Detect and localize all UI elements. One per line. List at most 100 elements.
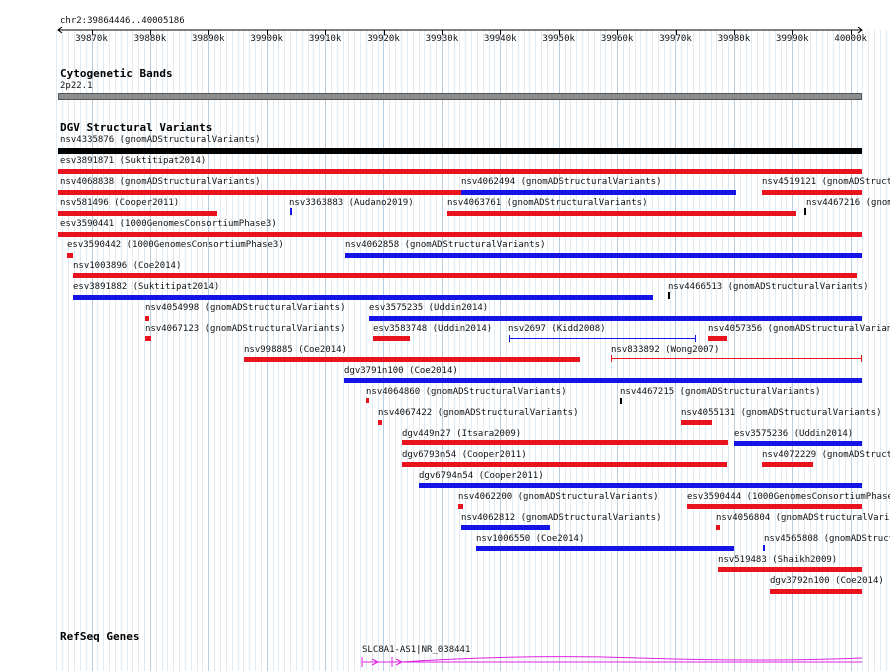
- sv-feature-label[interactable]: nsv4062812 (gnomADStructuralVariants): [461, 513, 662, 523]
- sv-feature-label[interactable]: esv3590441 (1000GenomesConsortiumPhase3): [60, 219, 277, 229]
- sv-feature-label[interactable]: nsv4335876 (gnomADStructuralVariants): [60, 135, 261, 145]
- sv-feature-label[interactable]: dgv449n27 (Itsara2009): [402, 429, 522, 439]
- sv-feature-label[interactable]: nsv833892 (Wong2007): [611, 345, 720, 355]
- sv-feature-label[interactable]: nsv4565808 (gnomADStructuralVariants): [764, 534, 890, 544]
- sv-feature-bar-loss[interactable]: [58, 169, 862, 174]
- sv-feature-bar-loss[interactable]: [378, 420, 382, 425]
- sv-feature-label[interactable]: nsv4063761 (gnomADStructuralVariants): [447, 198, 648, 208]
- sv-feature-bar-loss[interactable]: [770, 589, 862, 594]
- minor-grid-line: [132, 30, 133, 671]
- sv-feature-label[interactable]: nsv4072229 (gnomADStructuralVariants): [762, 450, 890, 460]
- sv-feature-bar-loss[interactable]: [373, 336, 410, 341]
- sv-feature-label[interactable]: dgv3791n100 (Coe2014): [344, 366, 458, 376]
- ruler-track[interactable]: 39870k 39880k 39890k 39900k 39910k 39920k 3993…: [0, 26, 890, 46]
- sv-feature-bar-complex[interactable]: [804, 208, 806, 215]
- sv-feature-label[interactable]: nsv4519121 (gnomADStructuralVariants): [762, 177, 890, 187]
- sv-feature-bar-loss[interactable]: [716, 525, 720, 530]
- cytoband-bar[interactable]: [58, 93, 862, 100]
- sv-feature-label[interactable]: nsv4062200 (gnomADStructuralVariants): [458, 492, 659, 502]
- sv-feature-label[interactable]: esv3590444 (1000GenomesConsortiumPhase3): [687, 492, 890, 502]
- sv-feature-bar-gain[interactable]: [73, 295, 653, 300]
- sv-feature-label[interactable]: nsv4057356 (gnomADStructuralVariants): [708, 324, 890, 334]
- sv-feature-bar-gain[interactable]: [509, 338, 696, 339]
- sv-feature-bar-loss[interactable]: [447, 211, 796, 216]
- sv-feature-bar-loss[interactable]: [718, 567, 862, 572]
- sv-feature-bar-complex[interactable]: [668, 292, 670, 299]
- sv-feature-bar-loss[interactable]: [458, 504, 463, 509]
- sv-feature-label[interactable]: esv3891882 (Suktitipat2014): [73, 282, 220, 292]
- sv-feature-bar-loss[interactable]: [145, 336, 151, 341]
- sv-feature-label[interactable]: nsv998885 (Coe2014): [244, 345, 347, 355]
- sv-feature-bar-loss[interactable]: [58, 190, 461, 195]
- minor-grid-line: [331, 30, 332, 671]
- sv-feature-label[interactable]: nsv581496 (Cooper2011): [60, 198, 180, 208]
- ruler-tick-label: 39900k: [250, 34, 283, 44]
- sv-feature-label[interactable]: dgv3792n100 (Coe2014): [770, 576, 884, 586]
- sv-feature-bar-gain[interactable]: [369, 316, 862, 321]
- sv-feature-bar-gain[interactable]: [734, 441, 862, 446]
- sv-feature-label[interactable]: nsv4055131 (gnomADStructuralVariants): [681, 408, 882, 418]
- sv-feature-bar-loss[interactable]: [762, 462, 813, 467]
- sv-feature-bar-loss[interactable]: [687, 504, 862, 509]
- sv-feature-label[interactable]: esv3590442 (1000GenomesConsortiumPhase3): [67, 240, 284, 250]
- sv-feature-bar-loss[interactable]: [708, 336, 727, 341]
- sv-feature-bar-gain[interactable]: [763, 545, 765, 551]
- sv-feature-bar-gain[interactable]: [344, 378, 862, 383]
- sv-feature-bar-loss[interactable]: [58, 232, 862, 237]
- major-grid-line: [208, 30, 209, 671]
- sv-feature-label[interactable]: nsv4062858 (gnomADStructuralVariants): [345, 240, 546, 250]
- sv-feature-label[interactable]: nsv4054998 (gnomADStructuralVariants): [145, 303, 346, 313]
- sv-feature-bar-loss[interactable]: [611, 358, 862, 359]
- sv-feature-label[interactable]: nsv4062494 (gnomADStructuralVariants): [461, 177, 662, 187]
- minor-grid-line: [424, 30, 425, 671]
- sv-feature-bar-loss[interactable]: [145, 316, 149, 321]
- sv-feature-label[interactable]: nsv4067422 (gnomADStructuralVariants): [378, 408, 579, 418]
- sv-feature-bar-loss[interactable]: [58, 211, 217, 216]
- minor-grid-line: [839, 30, 840, 671]
- sv-feature-bar-loss[interactable]: [244, 357, 580, 362]
- sv-feature-bar-gain[interactable]: [345, 253, 862, 258]
- sv-feature-label[interactable]: dgv6794n54 (Cooper2011): [419, 471, 544, 481]
- major-grid-line: [500, 30, 501, 671]
- sv-feature-label[interactable]: nsv4064860 (gnomADStructuralVariants): [366, 387, 567, 397]
- sv-feature-bar-loss[interactable]: [762, 190, 862, 195]
- minor-grid-line: [121, 30, 122, 671]
- sv-feature-bar-gain[interactable]: [461, 525, 550, 530]
- sv-feature-label[interactable]: esv3575235 (Uddin2014): [369, 303, 489, 313]
- sv-feature-label[interactable]: esv3583748 (Uddin2014): [373, 324, 493, 334]
- sv-feature-label[interactable]: nsv519483 (Shaikh2009): [718, 555, 838, 565]
- minor-grid-line: [226, 30, 227, 671]
- sv-feature-bar-loss[interactable]: [402, 462, 727, 467]
- sv-feature-label[interactable]: dgv6793n54 (Cooper2011): [402, 450, 527, 460]
- sv-feature-bar-gain[interactable]: [476, 546, 734, 551]
- sv-feature-label[interactable]: nsv1003896 (Coe2014): [73, 261, 182, 271]
- sv-feature-label[interactable]: esv3575236 (Uddin2014): [734, 429, 854, 439]
- sv-feature-bar-loss[interactable]: [366, 398, 369, 403]
- minor-grid-line: [138, 30, 139, 671]
- sv-feature-bar-loss[interactable]: [681, 420, 712, 425]
- sv-feature-bar-loss[interactable]: [73, 273, 857, 278]
- sv-feature-bar-loss[interactable]: [402, 440, 728, 445]
- sv-feature-label[interactable]: nsv4067123 (gnomADStructuralVariants): [145, 324, 346, 334]
- sv-feature-bar-loss[interactable]: [67, 253, 73, 258]
- sv-feature-label[interactable]: nsv1006550 (Coe2014): [476, 534, 585, 544]
- sv-feature-label[interactable]: nsv4068838 (gnomADStructuralVariants): [60, 177, 261, 187]
- sv-feature-label[interactable]: nsv4467215 (gnomADStructuralVariants): [620, 387, 821, 397]
- sv-feature-label[interactable]: nsv2697 (Kidd2008): [508, 324, 606, 334]
- sv-feature-bar-gain[interactable]: [290, 208, 292, 215]
- gene-label[interactable]: SLC8A1-AS1|NR_038441: [362, 645, 471, 655]
- sv-feature-label[interactable]: esv3891871 (Suktitipat2014): [60, 156, 207, 166]
- ruler-tick-mark: [150, 30, 151, 35]
- sv-feature-label[interactable]: nsv4466513 (gnomADStructuralVariants): [668, 282, 869, 292]
- sv-feature-label[interactable]: nsv4467216 (gnomADStructuralVariants): [806, 198, 890, 208]
- sv-feature-label[interactable]: nsv4056804 (gnomADStructuralVariants): [716, 513, 890, 523]
- sv-feature-bar-gain[interactable]: [461, 190, 736, 195]
- sv-feature-label[interactable]: nsv3363883 (Audano2019): [289, 198, 414, 208]
- minor-grid-line: [886, 30, 887, 671]
- minor-grid-line: [127, 30, 128, 671]
- minor-grid-line: [798, 30, 799, 671]
- sv-feature-bar-complex[interactable]: [58, 148, 862, 154]
- sv-feature-bar-complex[interactable]: [620, 398, 622, 404]
- sv-feature-bar-gain[interactable]: [419, 483, 862, 488]
